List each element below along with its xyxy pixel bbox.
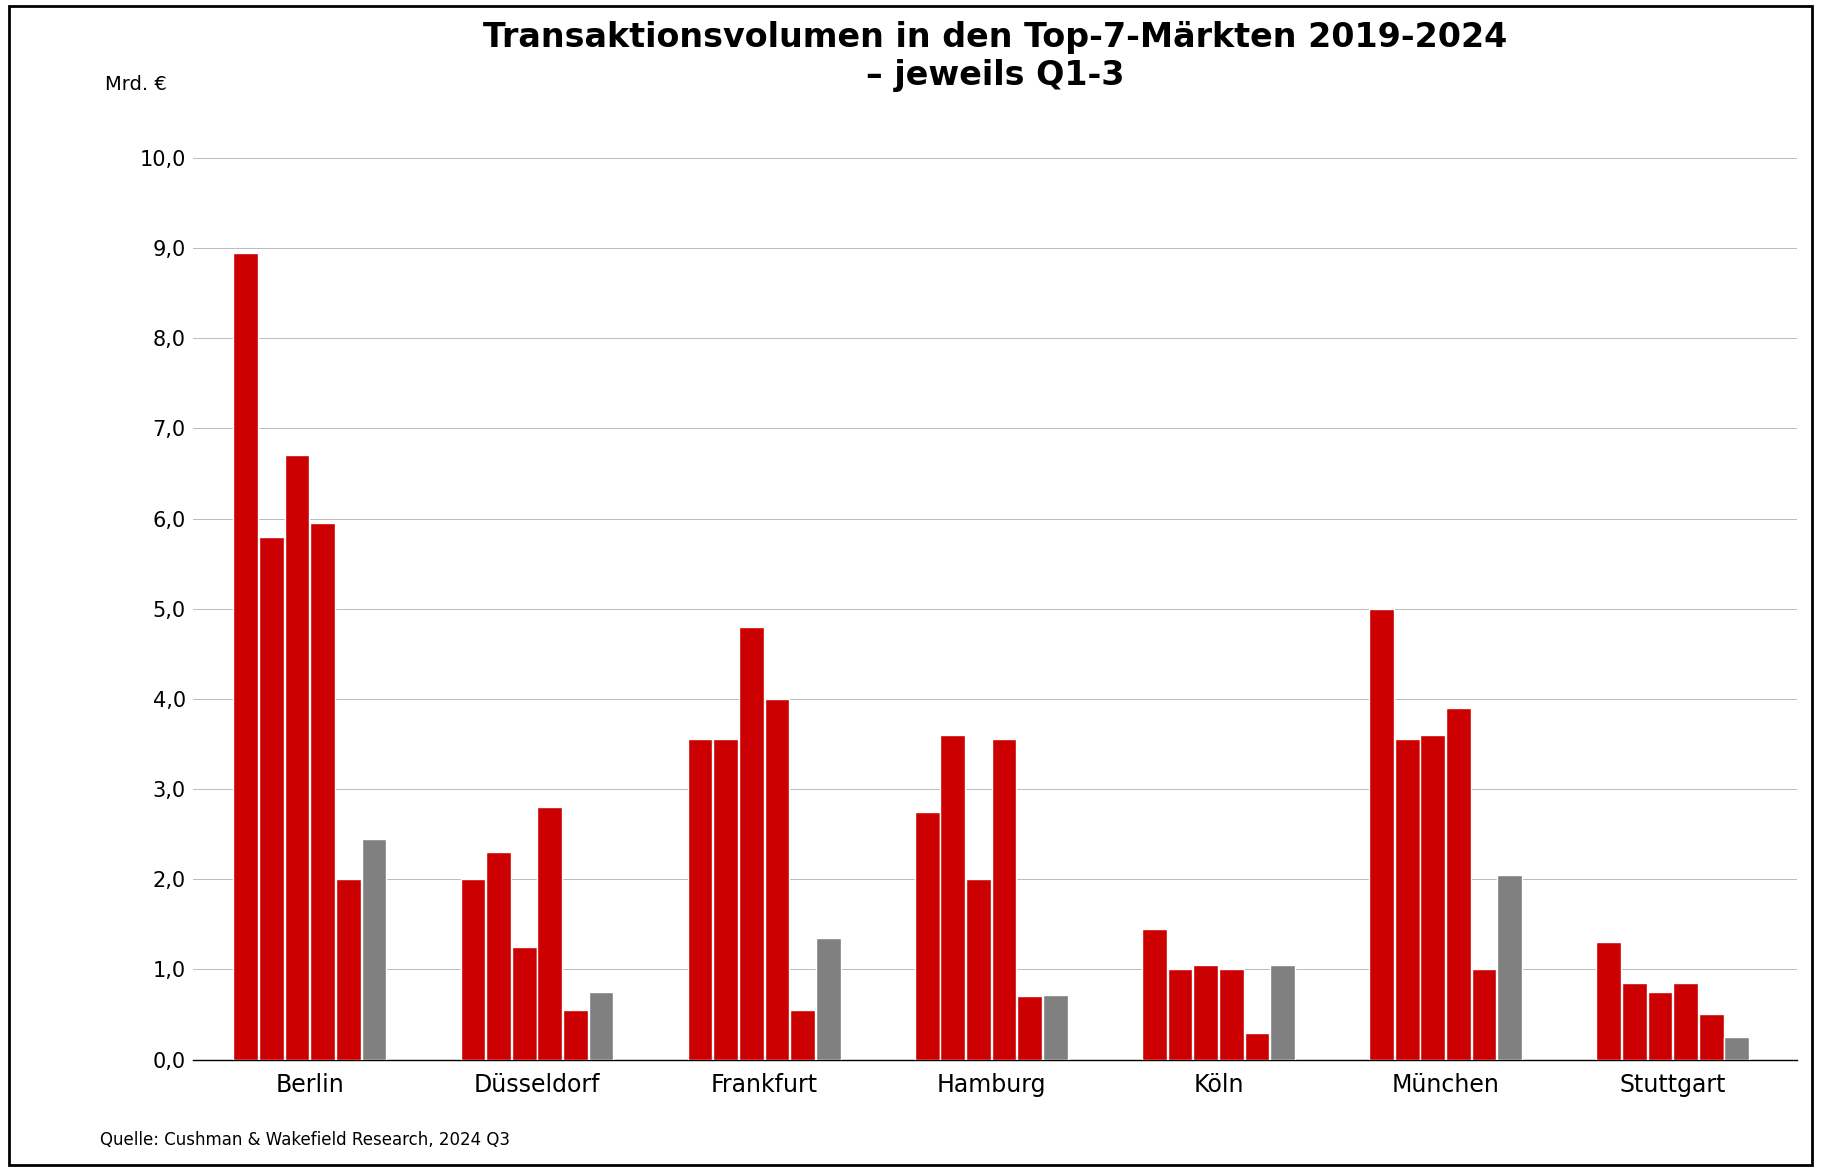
Bar — [335, 879, 361, 1060]
Bar — [1218, 970, 1244, 1060]
Bar — [739, 626, 763, 1060]
Bar — [1623, 982, 1646, 1060]
Bar — [512, 947, 537, 1060]
Bar — [967, 879, 991, 1060]
Bar — [588, 992, 614, 1060]
Bar — [563, 1009, 588, 1060]
Bar — [1369, 609, 1393, 1060]
Text: Mrd. €: Mrd. € — [104, 75, 166, 94]
Bar — [1471, 970, 1497, 1060]
Bar — [310, 523, 335, 1060]
Bar — [259, 536, 284, 1060]
Bar — [714, 739, 738, 1060]
Bar — [940, 735, 965, 1060]
Bar — [765, 699, 788, 1060]
Bar — [1497, 875, 1522, 1060]
Bar — [1446, 708, 1471, 1060]
Bar — [1018, 997, 1042, 1060]
Bar — [486, 852, 512, 1060]
Bar — [1724, 1038, 1750, 1060]
Bar — [461, 879, 486, 1060]
Bar — [233, 253, 259, 1060]
Bar — [1699, 1014, 1723, 1060]
Bar — [790, 1009, 816, 1060]
Bar — [1420, 735, 1446, 1060]
Bar — [284, 456, 310, 1060]
Bar — [1244, 1033, 1269, 1060]
Bar — [1648, 992, 1672, 1060]
Title: Transaktionsvolumen in den Top-7-Märkten 2019-2024
– jeweils Q1-3: Transaktionsvolumen in den Top-7-Märkten… — [483, 21, 1508, 93]
Bar — [1395, 739, 1420, 1060]
Bar — [992, 739, 1016, 1060]
Bar — [914, 812, 940, 1060]
Bar — [688, 739, 712, 1060]
Bar — [1167, 970, 1193, 1060]
Bar — [1043, 994, 1067, 1060]
Text: Quelle: Cushman & Wakefield Research, 2024 Q3: Quelle: Cushman & Wakefield Research, 20… — [100, 1131, 510, 1149]
Bar — [362, 838, 386, 1060]
Bar — [537, 807, 563, 1060]
Bar — [1597, 943, 1621, 1060]
Bar — [1142, 929, 1167, 1060]
Bar — [816, 938, 841, 1060]
Bar — [1193, 965, 1218, 1060]
Bar — [1269, 965, 1295, 1060]
Bar — [1673, 982, 1697, 1060]
